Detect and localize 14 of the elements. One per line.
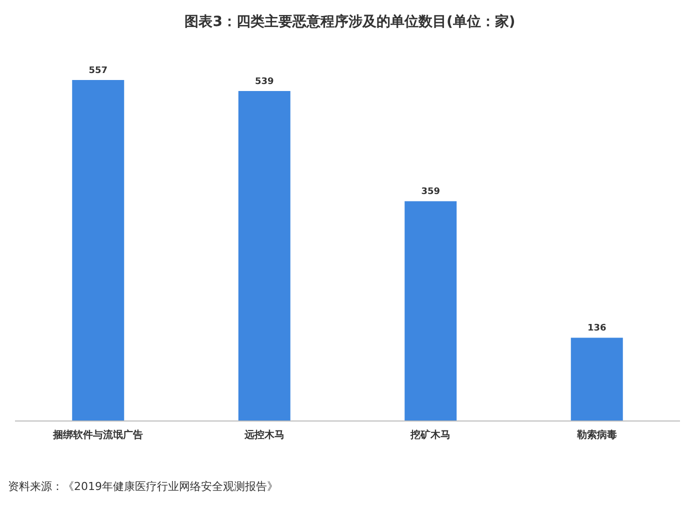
data-label: 136 — [587, 324, 606, 334]
text: 资料来源：《2019年健康医疗行业网络安全观测报告》 — [8, 480, 278, 493]
x-tick-label: 远控木马 — [243, 429, 284, 441]
data-label: 359 — [421, 187, 440, 198]
data-label: 539 — [254, 77, 274, 88]
x-tick-label: 捆绑软件与流氓广告 — [52, 429, 144, 441]
bar — [238, 91, 290, 421]
bar — [570, 338, 623, 421]
x-tick-label: 勒索病毒 — [576, 429, 617, 441]
x-tick-label: 挖矿木马 — [410, 429, 451, 441]
data-label: 557 — [88, 66, 108, 76]
chart-title: 图表3：四类主要恶意程序涉及的单位数目(单位：家) — [184, 13, 516, 30]
bar — [72, 80, 124, 421]
bar — [404, 201, 457, 421]
